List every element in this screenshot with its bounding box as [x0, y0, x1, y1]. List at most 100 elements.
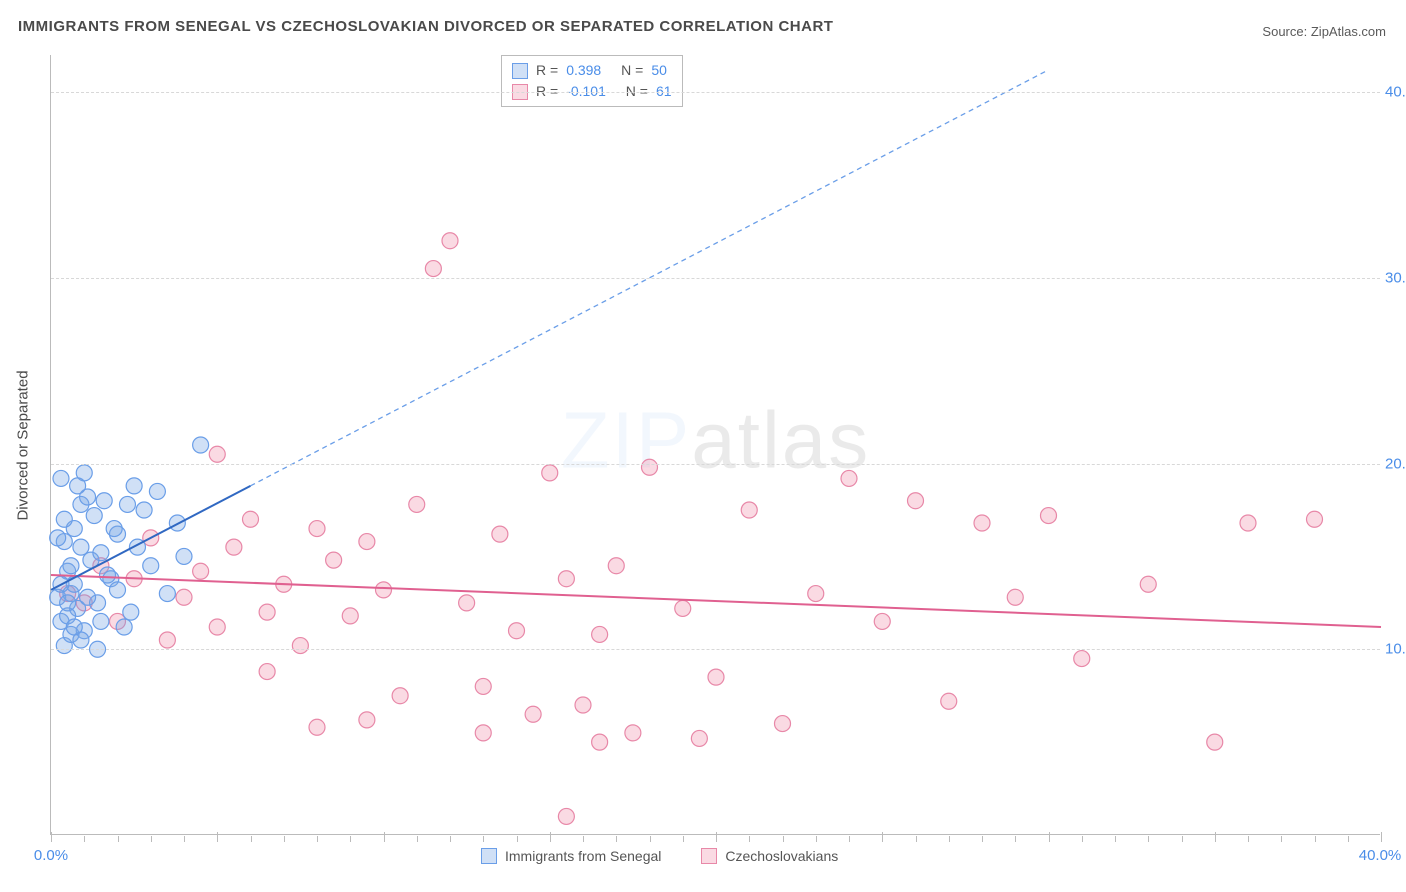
data-point	[123, 604, 139, 620]
data-point	[60, 595, 76, 611]
data-point	[808, 586, 824, 602]
x-tick	[118, 836, 119, 842]
source-label: Source: ZipAtlas.com	[1262, 24, 1386, 39]
data-point	[93, 545, 109, 561]
data-point	[625, 725, 641, 741]
x-tick	[417, 836, 418, 842]
y-tick-label: 20.0%	[1385, 455, 1406, 472]
x-tick	[51, 832, 52, 842]
x-tick	[1348, 836, 1349, 842]
x-tick	[783, 836, 784, 842]
gridline	[51, 649, 1380, 650]
data-point	[326, 552, 342, 568]
x-tick	[982, 836, 983, 842]
data-point	[116, 619, 132, 635]
series-legend: Immigrants from Senegal Czechoslovakians	[481, 848, 838, 864]
x-tick	[251, 836, 252, 842]
data-point	[575, 697, 591, 713]
data-point	[708, 669, 724, 685]
x-tick	[350, 836, 351, 842]
data-point	[50, 530, 66, 546]
data-point	[100, 567, 116, 583]
data-point	[908, 493, 924, 509]
y-tick-label: 10.0%	[1385, 641, 1406, 658]
x-tick	[151, 836, 152, 842]
x-tick	[1248, 836, 1249, 842]
data-point	[475, 725, 491, 741]
data-point	[642, 459, 658, 475]
source-name: ZipAtlas.com	[1311, 24, 1386, 39]
data-point	[1074, 651, 1090, 667]
x-tick	[1315, 836, 1316, 842]
data-point	[309, 521, 325, 537]
data-point	[492, 526, 508, 542]
data-point	[1007, 589, 1023, 605]
x-tick	[683, 836, 684, 842]
x-tick	[284, 836, 285, 842]
legend-swatch-2	[701, 848, 717, 864]
data-point	[741, 502, 757, 518]
x-tick	[916, 836, 917, 842]
data-point	[1307, 511, 1323, 527]
x-tick	[317, 836, 318, 842]
data-point	[1140, 576, 1156, 592]
x-tick	[616, 836, 617, 842]
data-point	[459, 595, 475, 611]
legend-item-2: Czechoslovakians	[701, 848, 838, 864]
x-tick-min: 0.0%	[34, 847, 68, 864]
x-tick	[384, 832, 385, 842]
x-tick	[517, 836, 518, 842]
data-point	[209, 446, 225, 462]
x-tick	[1215, 832, 1216, 842]
data-point	[359, 534, 375, 550]
data-point	[675, 600, 691, 616]
y-axis-label: Divorced or Separated	[15, 370, 32, 520]
gridline	[51, 92, 1380, 93]
data-point	[143, 558, 159, 574]
data-point	[243, 511, 259, 527]
data-point	[259, 664, 275, 680]
data-point	[106, 521, 122, 537]
y-tick-label: 40.0%	[1385, 84, 1406, 101]
data-point	[176, 589, 192, 605]
data-point	[292, 638, 308, 654]
data-point	[226, 539, 242, 555]
chart-plot-area: ZIPatlas R = 0.398 N = 50 R = -0.101 N =…	[50, 55, 1380, 835]
data-point	[392, 688, 408, 704]
data-point	[159, 632, 175, 648]
data-point	[136, 502, 152, 518]
r-label-1: R =	[536, 60, 558, 81]
data-point	[193, 437, 209, 453]
data-point	[66, 619, 82, 635]
x-tick	[949, 836, 950, 842]
data-point	[53, 470, 69, 486]
x-tick	[882, 832, 883, 842]
x-tick	[650, 836, 651, 842]
data-point	[309, 719, 325, 735]
data-point	[73, 539, 89, 555]
gridline	[51, 278, 1380, 279]
data-point	[1207, 734, 1223, 750]
data-point	[841, 470, 857, 486]
y-axis-label-container: Divorced or Separated	[8, 55, 38, 835]
data-point	[209, 619, 225, 635]
data-point	[342, 608, 358, 624]
x-tick	[184, 836, 185, 842]
data-point	[159, 586, 175, 602]
x-tick	[450, 836, 451, 842]
data-point	[592, 734, 608, 750]
x-tick	[1115, 836, 1116, 842]
data-point	[70, 478, 86, 494]
data-point	[941, 693, 957, 709]
x-tick	[749, 836, 750, 842]
stats-legend: R = 0.398 N = 50 R = -0.101 N = 61	[501, 55, 683, 107]
data-point	[608, 558, 624, 574]
x-tick	[1281, 836, 1282, 842]
legend-label-1: Immigrants from Senegal	[505, 848, 661, 864]
x-tick	[849, 836, 850, 842]
legend-swatch-1	[481, 848, 497, 864]
data-point	[558, 808, 574, 824]
x-tick	[550, 832, 551, 842]
legend-item-1: Immigrants from Senegal	[481, 848, 661, 864]
data-point	[376, 582, 392, 598]
